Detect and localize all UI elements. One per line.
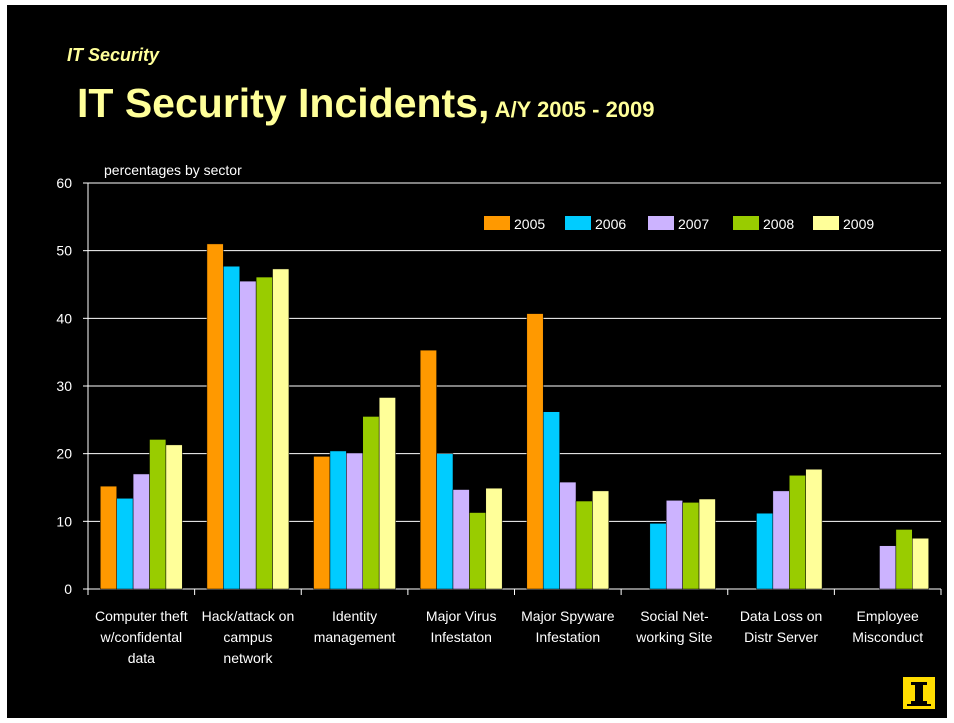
y-tick-label: 20 <box>56 446 72 462</box>
y-axis-label: percentages by sector <box>104 162 242 178</box>
x-category-label: working Site <box>635 629 712 645</box>
x-category-label: Misconduct <box>852 629 923 645</box>
bar-2006-3 <box>436 453 454 590</box>
bar-2008-2 <box>362 416 380 590</box>
x-category-label: Employee <box>857 608 919 624</box>
y-tick-label: 0 <box>64 581 72 597</box>
bar-2008-4 <box>575 500 593 590</box>
y-tick-label: 40 <box>56 310 72 326</box>
legend-swatch-2006 <box>565 216 591 230</box>
bar-2007-3 <box>452 489 470 590</box>
bar-2006-1 <box>223 265 240 590</box>
y-tick-label: 10 <box>56 513 72 529</box>
legend-label-2005: 2005 <box>514 216 545 232</box>
bar-2005-0 <box>100 485 117 590</box>
legend-swatch-2008 <box>733 216 759 230</box>
bar-2008-6 <box>789 475 806 590</box>
bar-2008-0 <box>149 439 167 590</box>
legend-label-2008: 2008 <box>763 216 794 232</box>
bar-2009-6 <box>805 468 823 590</box>
x-category-label: data <box>128 650 155 666</box>
bar-2007-4 <box>559 481 577 590</box>
slide-title: IT Security Incidents, A/Y 2005 - 2009 <box>77 80 655 127</box>
bar-2009-1 <box>272 268 290 590</box>
bar-2008-3 <box>469 512 487 590</box>
slide-kicker: IT Security <box>67 45 160 65</box>
bar-2008-5 <box>682 502 700 590</box>
legend-swatch-2007 <box>648 216 674 230</box>
bar-2009-0 <box>165 444 183 590</box>
bar-2007-1 <box>239 280 257 590</box>
bar-2006-5 <box>649 523 667 590</box>
x-category-label: Identity <box>332 608 377 624</box>
x-category-label: Distr Server <box>744 629 818 645</box>
legend-swatch-2005 <box>484 216 510 230</box>
bar-2009-3 <box>485 487 503 590</box>
title-subtitle: A/Y 2005 - 2009 <box>489 97 655 122</box>
slide-background <box>7 5 947 718</box>
bar-2007-2 <box>346 452 364 590</box>
title-main: IT Security Incidents, <box>77 80 490 126</box>
bar-2005-1 <box>206 243 224 590</box>
x-category-label: campus <box>223 629 272 645</box>
bar-2005-4 <box>526 313 544 590</box>
x-category-label: Data Loss on <box>740 608 823 624</box>
x-category-label: Infestaton <box>430 629 492 645</box>
bar-2009-4 <box>592 490 610 590</box>
bar-2009-5 <box>698 498 716 590</box>
bar-2006-6 <box>756 512 774 590</box>
y-tick-label: 30 <box>56 378 72 394</box>
campus-logo-icon <box>903 677 935 709</box>
bar-2009-7 <box>912 538 929 590</box>
legend-swatch-2009 <box>813 216 839 230</box>
y-tick-label: 60 <box>56 175 72 191</box>
bar-2006-2 <box>329 450 347 590</box>
x-category-label: management <box>314 629 396 645</box>
x-category-label: Major Virus <box>426 608 497 624</box>
bar-2006-0 <box>116 498 134 590</box>
bar-2007-0 <box>132 473 150 590</box>
x-category-label: Infestation <box>536 629 601 645</box>
legend-label-2007: 2007 <box>678 216 709 232</box>
bar-2007-5 <box>665 500 683 590</box>
x-category-label: Social Net- <box>640 608 709 624</box>
x-category-label: Major Spyware <box>521 608 615 624</box>
legend-label-2009: 2009 <box>843 216 874 232</box>
bar-2007-6 <box>772 490 790 590</box>
legend-label-2006: 2006 <box>595 216 626 232</box>
bar-2005-2 <box>313 456 331 590</box>
bar-2006-4 <box>542 411 560 590</box>
x-category-label: w/confidental <box>99 629 182 645</box>
x-category-label: Computer theft <box>95 608 188 624</box>
bar-2007-7 <box>879 545 897 590</box>
bar-2008-7 <box>895 529 913 590</box>
bar-2009-2 <box>378 397 396 590</box>
x-category-label: Hack/attack on <box>202 608 295 624</box>
y-tick-label: 50 <box>56 243 72 259</box>
bar-2008-1 <box>255 276 273 590</box>
bar-2005-3 <box>419 349 437 590</box>
x-category-label: network <box>223 650 273 666</box>
